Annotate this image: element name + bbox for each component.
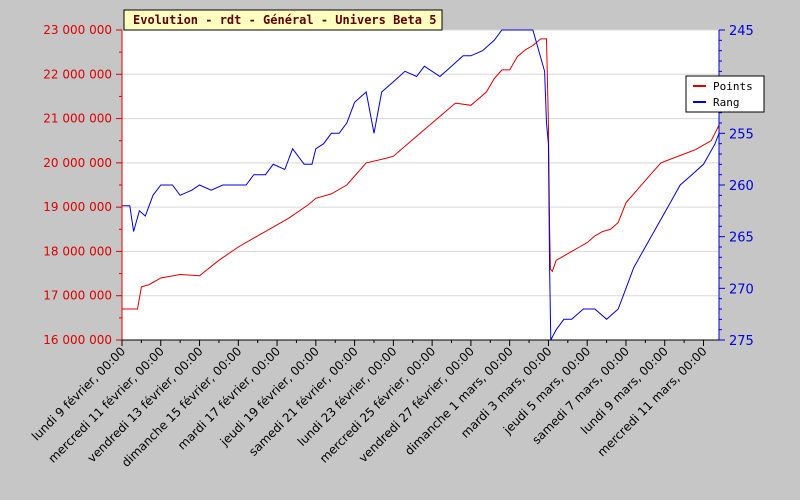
legend-box: [685, 75, 765, 113]
right-tick-label: 275: [729, 334, 754, 349]
series-line-points: [122, 38, 720, 310]
title-box: [123, 9, 443, 31]
legend-label-rang: Rang: [713, 96, 740, 109]
left-tick-label: 22 000 000: [43, 67, 112, 81]
left-tick-label: 16 000 000: [43, 333, 112, 347]
left-tick-label: 19 000 000: [43, 200, 112, 214]
left-tick-label: 18 000 000: [43, 244, 112, 258]
ticks: 16 000 000 17 000 000 18 000 000 19 000 000…: [29, 23, 754, 470]
left-tick-label: 17 000 000: [43, 289, 112, 303]
series-lines: [122, 29, 720, 341]
left-tick-label: 23 000 000: [43, 23, 112, 37]
right-tick-label: 265: [729, 231, 754, 246]
legend: Points Rang: [685, 75, 765, 113]
legend-label-points: Points: [713, 80, 753, 93]
right-tick-label: 260: [729, 179, 754, 194]
chart-title: Evolution - rdt - Général - Univers Beta…: [123, 9, 443, 31]
right-tick-label: 255: [729, 127, 754, 142]
chart-title-text: Evolution - rdt - Général - Univers Beta…: [133, 13, 436, 27]
right-tick-label: 270: [729, 282, 754, 297]
left-tick-label: 20 000 000: [43, 156, 112, 170]
series-line-rang: [122, 29, 720, 341]
right-tick-label: 245: [729, 24, 754, 39]
plot-area: [122, 30, 719, 340]
left-tick-label: 21 000 000: [43, 112, 112, 126]
grid: [122, 29, 719, 341]
